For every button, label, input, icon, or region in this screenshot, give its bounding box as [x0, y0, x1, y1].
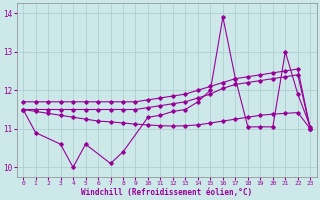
- X-axis label: Windchill (Refroidissement éolien,°C): Windchill (Refroidissement éolien,°C): [81, 188, 252, 197]
